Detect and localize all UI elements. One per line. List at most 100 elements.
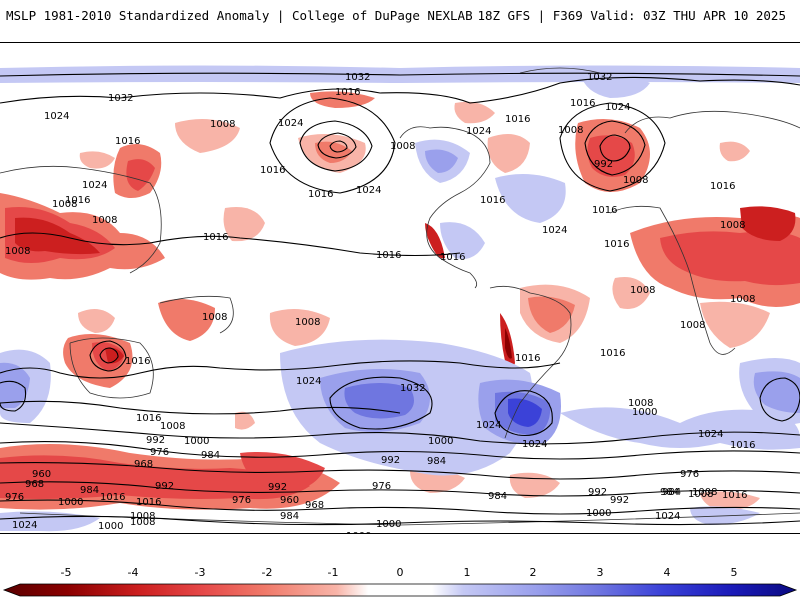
isobar-label: 1024 <box>522 439 547 450</box>
positive-anomaly-region <box>440 222 485 259</box>
colorbar-tick: -3 <box>194 566 206 579</box>
isobar-label: 1016 <box>308 189 333 200</box>
positive-anomaly-region <box>495 174 566 223</box>
isobar-label: 1008 <box>623 175 648 186</box>
negative-anomaly-region <box>79 151 115 169</box>
isobar-label: 1000 <box>98 521 123 532</box>
isobar-label: 1016 <box>115 136 140 147</box>
negative-anomaly-region <box>740 206 796 241</box>
isobar-label: 1000 <box>428 436 453 447</box>
isobar-label: 1016 <box>203 232 228 243</box>
isobar-label: 1016 <box>136 497 161 508</box>
isobar-label: 1016 <box>480 195 505 206</box>
isobar-label: 1000 <box>632 407 657 418</box>
isobar-label: 1016 <box>136 413 161 424</box>
isobar-label: 976 <box>680 469 699 480</box>
isobar-label: 984 <box>201 450 220 461</box>
positive-anomaly-region <box>0 362 30 408</box>
isobar-label: 1000 <box>586 508 611 519</box>
isobar-label: 1008 <box>558 125 583 136</box>
isobar-label: 1016 <box>722 490 747 501</box>
colorbar-tick: 2 <box>529 566 537 579</box>
isobar-label: 1000 <box>346 531 371 533</box>
isobar-label: 992 <box>594 159 613 170</box>
valid-time-label: 18Z GFS | F369 Valid: 03Z THU APR 10 202… <box>477 8 786 23</box>
map-title: MSLP 1981-2010 Standardized Anomaly | Co… <box>6 8 473 23</box>
colorbar-tick: 5 <box>730 566 738 579</box>
isobar-label: 992 <box>155 481 174 492</box>
isobar-label: 1024 <box>356 185 381 196</box>
isobar-label: 1016 <box>515 353 540 364</box>
negative-anomaly-region <box>719 141 750 162</box>
negative-anomaly-region <box>587 135 635 177</box>
header: MSLP 1981-2010 Standardized Anomaly | Co… <box>0 0 800 40</box>
isobar-label: 1032 <box>400 383 425 394</box>
negative-anomaly-region <box>0 455 310 500</box>
colorbar-ramp <box>2 583 798 597</box>
isobar-label: 1024 <box>476 420 501 431</box>
isobar-label: 992 <box>381 455 400 466</box>
negative-anomaly-region <box>315 141 352 163</box>
isobar-label: 1032 <box>108 93 133 104</box>
isobar-label: 992 <box>588 487 607 498</box>
isobar-label: 1008 <box>130 517 155 528</box>
colorbar-bar <box>2 583 798 597</box>
isobar-label: 968 <box>134 459 153 470</box>
colorbar-tick: -2 <box>261 566 273 579</box>
isobar-label: 1016 <box>570 98 595 109</box>
isobar-label: 1008 <box>160 421 185 432</box>
isobar-label: 976 <box>372 481 391 492</box>
isobar-label: 1008 <box>92 215 117 226</box>
colorbar-tick: -5 <box>60 566 72 579</box>
isobar-label: 1016 <box>65 195 90 206</box>
isobar-label: 1024 <box>44 111 69 122</box>
colorbar-tick: -1 <box>327 566 339 579</box>
isobar-label: 1024 <box>12 520 37 531</box>
isobars <box>0 72 800 526</box>
isobar-label: 1016 <box>604 239 629 250</box>
colorbar-tick: 3 <box>596 566 604 579</box>
negative-anomaly-region <box>660 231 800 286</box>
isobar-label: 968 <box>305 500 324 511</box>
positive-anomaly-region <box>508 398 542 427</box>
isobar-label: 1008 <box>730 294 755 305</box>
isobar-label: 1024 <box>278 118 303 129</box>
isobar-label: 1016 <box>335 87 360 98</box>
isobar-label: 1024 <box>605 102 630 113</box>
isobar-label: 1008 <box>210 119 235 130</box>
isobar-label: 1016 <box>730 440 755 451</box>
isobar-label: 992 <box>268 482 287 493</box>
isobar-label: 1016 <box>376 250 401 261</box>
isobar-label: 1016 <box>440 252 465 263</box>
isobar-label: 1016 <box>260 165 285 176</box>
isobar-label: 992 <box>610 495 629 506</box>
isobar-label: 1008 <box>680 320 705 331</box>
isobar-label: 1016 <box>505 114 530 125</box>
isobar-label: 1024 <box>698 429 723 440</box>
negative-anomaly-region <box>700 301 770 348</box>
isobar-label: 976 <box>5 492 24 503</box>
isobar-label: 960 <box>280 495 299 506</box>
negative-anomaly-region <box>505 328 512 359</box>
isobar-label: 1032 <box>587 72 612 83</box>
negative-anomaly-region <box>78 309 115 333</box>
isobar-label: 968 <box>25 479 44 490</box>
isobar-label: 984 <box>488 491 507 502</box>
colorbar-tick: 1 <box>463 566 471 579</box>
negative-anomaly-region <box>105 347 124 364</box>
colorbar-tick: 0 <box>396 566 404 579</box>
world-map: 1032 1032 1032 1016 1016 1024 1024 1016 … <box>0 42 800 534</box>
isobar-labels: 1032 1032 1032 1016 1016 1024 1024 1016 … <box>5 72 755 533</box>
negative-anomaly-region <box>223 207 265 242</box>
positive-anomaly-region <box>560 407 800 450</box>
isobar-label: 1008 <box>630 285 655 296</box>
negative-anomaly-region <box>487 134 530 173</box>
negative-anomaly-region <box>454 101 495 124</box>
isobar-label: 992 <box>146 435 165 446</box>
isobar-label: 1024 <box>542 225 567 236</box>
map-svg: 1032 1032 1032 1016 1016 1024 1024 1016 … <box>0 43 800 533</box>
isobar-label: 1016 <box>100 492 125 503</box>
isobar-label: 1008 <box>202 312 227 323</box>
isobar-label: 976 <box>232 495 251 506</box>
isobar-label: 1024 <box>296 376 321 387</box>
